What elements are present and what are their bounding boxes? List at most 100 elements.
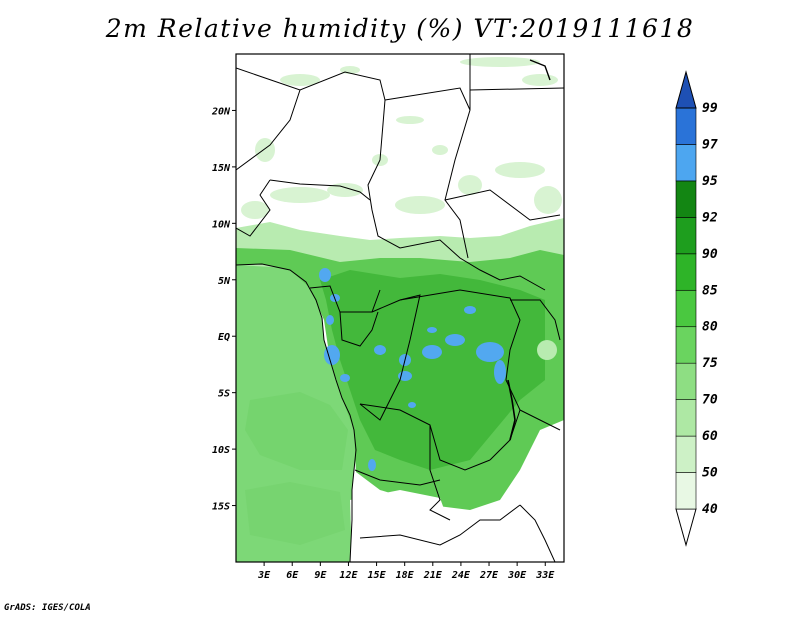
lat-label: 20N	[211, 106, 231, 117]
humidity-patch	[432, 145, 448, 155]
colorbar-label: 60	[702, 429, 718, 444]
saturated-patch	[326, 315, 334, 325]
saturated-patches	[319, 268, 506, 471]
boundary-line	[507, 379, 516, 441]
lon-label: 18E	[396, 570, 415, 581]
colorbar-label: 70	[702, 393, 718, 408]
humidity-patch	[270, 187, 330, 203]
humidity-patch	[395, 196, 445, 214]
colorbar-label: 92	[702, 210, 718, 225]
humidity-patch	[255, 138, 275, 162]
colorbar-segment	[675, 289, 697, 328]
colorbar-segment	[675, 253, 697, 291]
boundary-line	[269, 179, 371, 201]
colorbar-segment	[675, 472, 697, 510]
colorbar-label: 95	[702, 174, 718, 189]
lon-label: 15E	[368, 570, 387, 581]
lat-label: 10S	[212, 445, 230, 456]
lat-label: 10N	[212, 219, 231, 230]
colorbar-lower-extension	[675, 508, 697, 547]
boundary-line	[429, 425, 451, 521]
humidity-patch	[460, 57, 540, 67]
map-frame	[235, 53, 565, 563]
colorbar-upper-extension	[675, 70, 697, 109]
colorbar-label: 40	[702, 502, 718, 517]
humidity-patch	[534, 186, 562, 214]
humidity-patch	[495, 162, 545, 178]
colorbar-segment	[675, 435, 697, 473]
southern-dry-region-east	[495, 520, 564, 562]
country-boundaries	[236, 54, 564, 562]
boundary-line	[236, 89, 301, 171]
lake-victoria	[537, 340, 557, 360]
saturated-patch	[368, 459, 376, 471]
saturated-patch	[340, 374, 350, 382]
lon-label: 33E	[535, 570, 555, 581]
lon-label: 21E	[423, 570, 443, 581]
humidity-patch	[327, 183, 363, 197]
colorbar-segment	[675, 107, 697, 145]
boundary-line	[384, 87, 471, 111]
lon-label: 3E	[257, 570, 271, 581]
lat-label: 15N	[212, 163, 231, 174]
saturated-patch	[324, 345, 340, 365]
lat-label: 5S	[218, 389, 230, 400]
saturated-patch	[494, 360, 506, 384]
boundary-line	[339, 311, 379, 347]
colorbar-label: 99	[702, 101, 718, 116]
boundary-line	[359, 403, 491, 471]
lon-label: 30E	[507, 570, 527, 581]
colorbar-segment	[675, 144, 697, 182]
boundary-line	[444, 54, 471, 259]
boundary-line	[399, 289, 521, 461]
sahara-patches	[241, 57, 562, 219]
lat-label: 15S	[212, 502, 230, 513]
boundary-line	[519, 409, 561, 431]
grads-credit: GrADS: IGES/COLA	[4, 603, 91, 613]
colorbar-segment	[675, 217, 697, 255]
lon-label: 12E	[339, 570, 358, 581]
coastline	[236, 263, 357, 562]
ocean-shade-band	[245, 392, 348, 470]
boundary-line	[359, 504, 521, 546]
lat-label: 5N	[218, 276, 231, 287]
boundary-line	[469, 87, 564, 91]
southern-dry-region	[350, 490, 448, 562]
saturated-patch	[319, 268, 331, 282]
boundary-line	[529, 59, 551, 81]
colorbar-segment	[675, 362, 697, 400]
humidity-patch	[458, 175, 482, 195]
colorbar-label: 50	[702, 466, 718, 481]
boundary-line	[519, 504, 556, 562]
lon-label: 27E	[479, 570, 499, 581]
humidity-patch	[280, 74, 320, 86]
colorbar-label: 97	[702, 137, 718, 152]
colorbar-segment	[675, 326, 697, 364]
colorbar-label: 90	[702, 247, 718, 262]
map-plot-area	[236, 54, 564, 562]
saturated-patch	[476, 342, 504, 362]
map-title: 2m Relative humidity (%) VT:2019111618	[105, 14, 695, 43]
ocean-shade-band-2	[245, 482, 345, 545]
colorbar-segment	[675, 399, 697, 437]
humidity-patch	[522, 74, 558, 86]
colorbar-label: 75	[702, 356, 718, 371]
colorbar-label: 80	[702, 320, 718, 335]
boundary-line	[444, 189, 561, 221]
boundary-line	[354, 469, 441, 486]
forest-core	[320, 270, 545, 470]
saturated-patch	[445, 334, 465, 346]
boundary-line	[236, 179, 271, 237]
humidity-patch	[396, 116, 424, 124]
humidity-patch	[241, 201, 269, 219]
colorbar: 40 50 60 70 75 80 85 90 92 95 97 99	[675, 70, 718, 547]
boundary-line	[510, 299, 561, 341]
longitude-axis: 3E 6E 9E 12E 15E 18E 21E 24E 27E 30E 33E	[257, 562, 555, 581]
boundary-line	[236, 67, 546, 291]
latitude-axis: 20N 15N 10N 5N EQ 5S 10S 15S	[211, 106, 236, 513]
colorbar-segment	[675, 180, 697, 218]
lat-label: EQ	[218, 332, 230, 343]
saturated-patch	[374, 345, 386, 355]
lon-label: 6E	[286, 570, 299, 581]
